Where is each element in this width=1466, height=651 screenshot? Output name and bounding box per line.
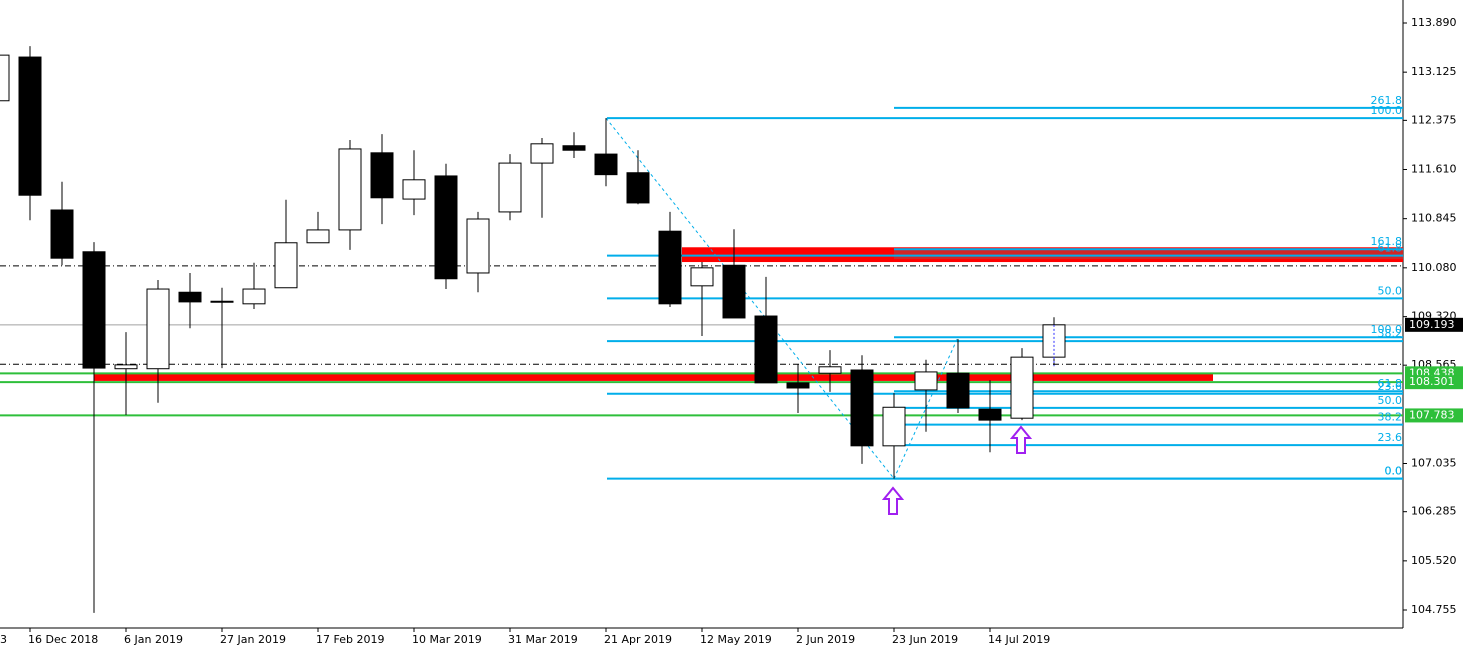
candle-body xyxy=(306,229,330,244)
candle-body xyxy=(658,230,682,305)
y-tick-label: 106.285 xyxy=(1411,505,1457,518)
x-tick-label: 12 May 2019 xyxy=(700,633,772,646)
candle-body xyxy=(242,288,266,305)
candle-body xyxy=(498,162,522,213)
candle-body xyxy=(370,152,394,199)
fib-label: 23.6 xyxy=(1378,380,1403,393)
candle-body xyxy=(114,364,138,370)
fib-label: 50.0 xyxy=(1378,394,1403,407)
arrow xyxy=(1009,425,1033,454)
candle-body xyxy=(754,315,778,384)
y-tick-label: 111.610 xyxy=(1411,163,1457,176)
x-tick-label: 21 Apr 2019 xyxy=(604,633,672,646)
x-tick-label: 27 Jan 2019 xyxy=(220,633,286,646)
price-label: 109.193 xyxy=(1409,318,1455,331)
candle-body xyxy=(722,264,746,319)
candle-body xyxy=(626,172,650,204)
price-label-box xyxy=(1405,408,1463,423)
candle-body xyxy=(1010,356,1034,419)
candle-body xyxy=(786,382,810,389)
candle-body xyxy=(594,153,618,176)
y-tick-label: 110.080 xyxy=(1411,261,1457,274)
x-tick-label: 23 Jun 2019 xyxy=(892,633,958,646)
fib-label: 261.8 xyxy=(1371,94,1403,107)
fib-label: 0.0 xyxy=(1385,465,1403,478)
candle-body xyxy=(978,408,1002,421)
candle-body xyxy=(850,369,874,447)
price-label-box xyxy=(1405,375,1463,390)
x-tick-label: 31 Mar 2019 xyxy=(508,633,578,646)
y-tick-label: 105.520 xyxy=(1411,554,1457,567)
candle-body xyxy=(466,218,490,274)
price-label-box xyxy=(1405,317,1463,332)
fib-label: 161.8 xyxy=(1371,235,1403,248)
candle-body xyxy=(178,291,202,303)
candle-body xyxy=(338,148,362,231)
fib-label: 100.0 xyxy=(1371,323,1403,336)
price-label: 108.301 xyxy=(1409,375,1455,388)
x-tick-label: 6 Jan 2019 xyxy=(124,633,183,646)
y-tick-label: 110.845 xyxy=(1411,212,1457,225)
trend-line xyxy=(605,117,895,479)
x-tick-label: 2 Jun 2019 xyxy=(796,633,855,646)
candle-body xyxy=(146,288,170,370)
candle-body xyxy=(210,300,234,303)
y-tick-label: 104.755 xyxy=(1411,603,1457,616)
y-tick-label: 107.035 xyxy=(1411,456,1457,469)
candle-body xyxy=(402,179,426,200)
candle-body xyxy=(18,56,42,196)
x-tick-label: 10 Mar 2019 xyxy=(412,633,482,646)
candle-body xyxy=(946,372,970,409)
fib-label: 61.8 xyxy=(1378,377,1403,390)
zone xyxy=(94,373,1213,381)
candle-body xyxy=(82,251,106,369)
fib-label: 23.6 xyxy=(1378,431,1403,444)
fib-label: 38.2 xyxy=(1378,411,1403,424)
candle-body xyxy=(530,143,554,164)
candle-body xyxy=(50,209,74,259)
fib-label: 61.8 xyxy=(1378,242,1403,255)
x-tick-label: 17 Feb 2019 xyxy=(316,633,384,646)
candle-body xyxy=(914,371,938,391)
x-tick-label: 16 Dec 2018 xyxy=(28,633,98,646)
candle-body xyxy=(882,406,906,447)
price-label: 107.783 xyxy=(1409,408,1455,421)
x-tick-label: 3 xyxy=(0,633,7,646)
fib-label: 50.0 xyxy=(1378,284,1403,297)
y-tick-label: 113.890 xyxy=(1411,16,1457,29)
arrow xyxy=(881,486,905,515)
candle-body xyxy=(274,242,298,289)
y-tick-label: 113.125 xyxy=(1411,65,1457,78)
x-tick-label: 14 Jul 2019 xyxy=(988,633,1050,646)
candle-body xyxy=(0,54,10,102)
candle-body xyxy=(562,145,586,151)
trend-line xyxy=(893,337,959,479)
candle-body xyxy=(818,366,842,374)
fib-label: 0.0 xyxy=(1385,465,1403,478)
y-tick-label: 112.375 xyxy=(1411,113,1457,126)
candle-body xyxy=(690,267,714,287)
candle-body xyxy=(434,175,458,280)
